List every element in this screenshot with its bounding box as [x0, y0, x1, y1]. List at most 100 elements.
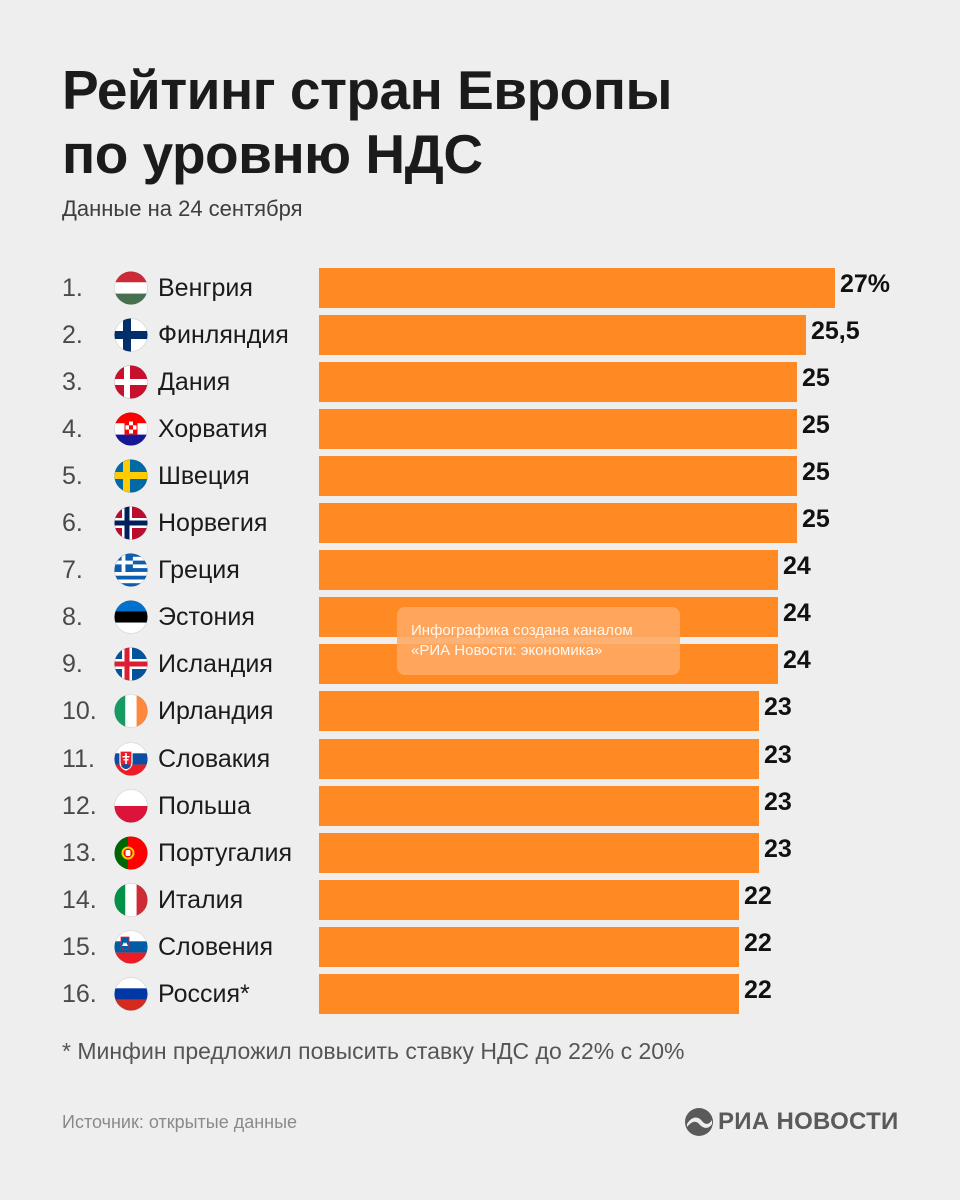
- title-line-1: Рейтинг стран Европы: [62, 59, 672, 121]
- rank-label: 15.: [62, 932, 97, 961]
- rank-label: 6.: [62, 509, 83, 538]
- denmark-flag-icon: [114, 365, 148, 399]
- bar-row: 12. Польша 23: [0, 785, 960, 826]
- chart-title: Рейтинг стран Европы по уровню НДС: [62, 58, 672, 186]
- value-label: 24: [783, 646, 811, 675]
- rank-label: 9.: [62, 650, 83, 679]
- rank-label: 1.: [62, 274, 83, 302]
- iceland-flag-icon: [114, 647, 148, 682]
- country-label: Россия*: [158, 979, 250, 1008]
- country-label: Ирландия: [158, 697, 274, 726]
- poland-flag-icon: [114, 788, 148, 823]
- rank-label: 5.: [62, 462, 83, 491]
- norway-flag-icon: [114, 506, 148, 541]
- rank-label: 8.: [62, 603, 83, 632]
- value-label: 23: [764, 834, 792, 863]
- bar-row: 5. Швеция 25: [0, 456, 960, 497]
- bar-row: 7. Греция 24: [0, 550, 960, 591]
- watermark-badge: Инфографика создана каналом «РИА Новости…: [397, 607, 680, 675]
- country-label: Швеция: [158, 462, 250, 491]
- slovenia-flag-icon: [114, 929, 148, 964]
- country-label: Венгрия: [158, 274, 253, 302]
- sweden-flag-icon: [114, 459, 148, 493]
- bar-row: 4. Хорватия 25: [0, 409, 960, 450]
- title-line-2: по уровню НДС: [62, 123, 483, 185]
- value-bar: [319, 409, 797, 450]
- country-label: Норвегия: [158, 509, 268, 538]
- bar-row: 16. Россия* 22: [0, 973, 960, 1014]
- rank-label: 4.: [62, 415, 83, 444]
- value-bar: [319, 456, 797, 497]
- country-label: Дания: [158, 368, 231, 397]
- country-label: Италия: [158, 885, 244, 914]
- ireland-flag-icon: [114, 694, 148, 729]
- value-bar: [319, 268, 835, 308]
- logo-text: РИА НОВОСТИ: [718, 1108, 899, 1135]
- value-bar: [319, 550, 778, 591]
- value-bar: [319, 879, 739, 920]
- watermark-line-2: «РИА Новости: экономика»: [411, 642, 603, 659]
- value-label: 23: [764, 740, 792, 769]
- country-label: Словения: [158, 932, 274, 961]
- value-bar: [319, 738, 759, 779]
- value-bar: [319, 785, 759, 826]
- bar-row: 15. Словения 22: [0, 926, 960, 967]
- croatia-flag-icon: [114, 412, 148, 446]
- hungary-flag-icon: [114, 271, 148, 305]
- source-note: Источник: открытые данные: [62, 1112, 298, 1132]
- country-label: Греция: [158, 556, 240, 585]
- watermark-line-1: Инфографика создана каналом: [411, 622, 633, 639]
- bar-row: 2. Финляндия 25,5: [0, 315, 960, 356]
- value-bar: [319, 362, 797, 403]
- value-bar: [319, 503, 797, 544]
- rank-label: 10.: [62, 697, 97, 726]
- rank-label: 2.: [62, 321, 83, 350]
- country-label: Эстония: [158, 603, 255, 632]
- country-label: Финляндия: [158, 321, 289, 350]
- value-label: 25: [802, 458, 830, 487]
- value-bar: [319, 691, 759, 732]
- bar-row: 14. Италия 22: [0, 879, 960, 920]
- rank-label: 14.: [62, 885, 97, 914]
- value-label: 23: [764, 787, 792, 816]
- bar-row: 11. Словакия 23: [0, 738, 960, 779]
- rank-label: 13.: [62, 838, 97, 867]
- greece-flag-icon: [114, 553, 148, 588]
- value-label: 25: [802, 411, 830, 440]
- russia-flag-icon: [114, 976, 148, 1011]
- country-label: Польша: [158, 791, 251, 820]
- bar-row: 9. Исландия 24: [0, 644, 960, 685]
- bar-row: 6. Норвегия 25: [0, 503, 960, 544]
- value-label: 22: [744, 975, 772, 1004]
- value-label: 24: [783, 552, 811, 581]
- value-label: 24: [783, 599, 811, 628]
- value-label: 25: [802, 505, 830, 534]
- value-bar: [319, 315, 806, 356]
- portugal-flag-icon: [114, 835, 148, 870]
- ria-novosti-logo: РИА НОВОСТИ: [684, 1106, 899, 1138]
- ria-logo-icon: [685, 1108, 713, 1136]
- finland-flag-icon: [114, 318, 148, 352]
- value-label: 25: [802, 364, 830, 393]
- italy-flag-icon: [114, 882, 148, 917]
- value-bar: [319, 973, 739, 1014]
- bar-row: 3. Дания 25: [0, 362, 960, 403]
- country-label: Хорватия: [158, 415, 268, 444]
- country-label: Исландия: [158, 650, 273, 679]
- rank-label: 7.: [62, 556, 83, 585]
- value-bar: [319, 926, 739, 967]
- footnote: * Минфин предложил повысить ставку НДС д…: [62, 1038, 685, 1064]
- country-label: Словакия: [158, 744, 271, 773]
- rank-label: 11.: [62, 744, 95, 773]
- value-label: 22: [744, 881, 772, 910]
- value-label: 25,5: [811, 317, 860, 346]
- chart-subtitle: Данные на 24 сентября: [62, 196, 303, 221]
- country-label: Португалия: [158, 838, 293, 867]
- rank-label: 16.: [62, 979, 97, 1008]
- value-label: 23: [764, 693, 792, 722]
- estonia-flag-icon: [114, 600, 148, 635]
- value-bar: [319, 832, 759, 873]
- bar-row: 10. Ирландия 23: [0, 691, 960, 732]
- slovakia-flag-icon: [114, 741, 148, 776]
